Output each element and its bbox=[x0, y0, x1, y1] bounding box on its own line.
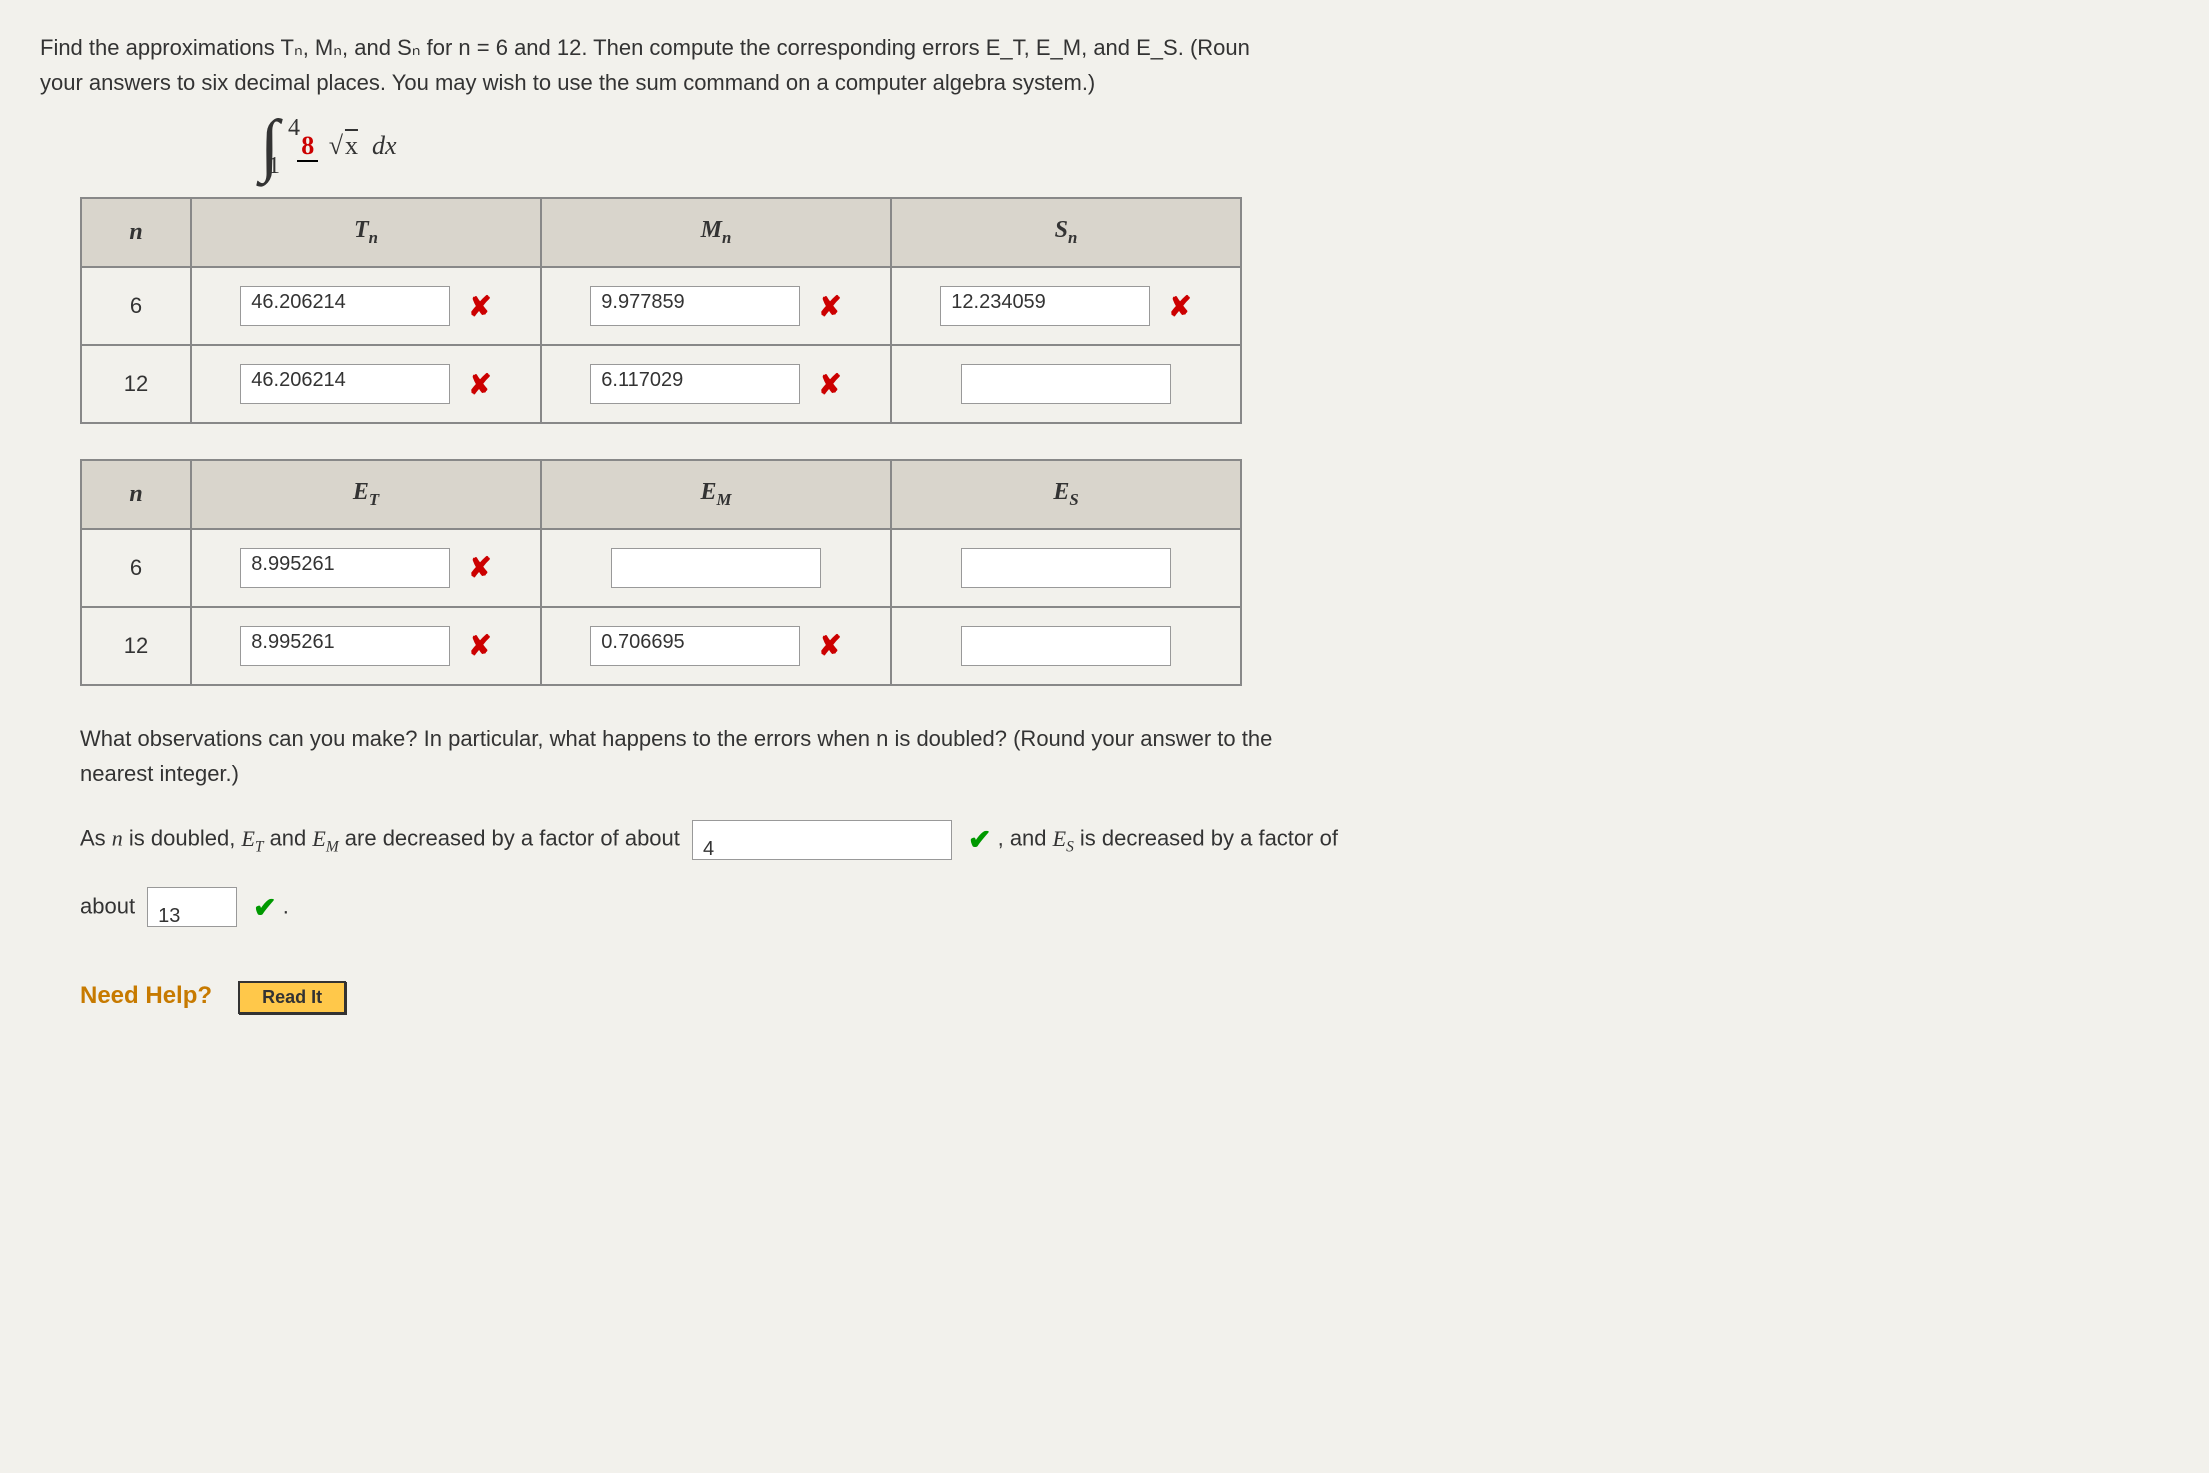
integral-dx: dx bbox=[372, 131, 397, 161]
n-value: 12 bbox=[81, 345, 191, 423]
observation-text: What observations can you make? In parti… bbox=[80, 721, 2169, 791]
factor2-input[interactable]: 13 bbox=[147, 887, 237, 927]
n-value: 6 bbox=[81, 529, 191, 607]
header-es: ES bbox=[891, 460, 1241, 529]
wrong-icon: ✘ bbox=[468, 369, 491, 400]
errors-table: n ET EM ES 6 8.995261 ✘ 12 8.995261 ✘ 0.70… bbox=[80, 459, 1242, 686]
integral-lower: 1 bbox=[268, 159, 280, 173]
integral-expression: ∫41 8 √x dx bbox=[260, 125, 2169, 167]
header-et: ET bbox=[191, 460, 541, 529]
question-line1: Find the approximations Tₙ, Mₙ, and Sₙ f… bbox=[40, 35, 1250, 60]
need-help-section: Need Help? Read It bbox=[80, 981, 2169, 1014]
table-row: 6 46.206214 ✘ 9.977859 ✘ 12.234059 ✘ bbox=[81, 267, 1241, 345]
header-tn: Tn bbox=[191, 198, 541, 267]
wrong-icon: ✘ bbox=[818, 630, 841, 661]
wrong-icon: ✘ bbox=[818, 291, 841, 322]
approximations-table: n Tn Mn Sn 6 46.206214 ✘ 9.977859 ✘ 12.234… bbox=[80, 197, 1242, 424]
integral-radicand: x bbox=[343, 131, 358, 160]
et-input[interactable]: 8.995261 bbox=[240, 548, 450, 588]
need-help-label: Need Help? bbox=[80, 982, 212, 1009]
header-em: EM bbox=[541, 460, 891, 529]
mn-input[interactable]: 9.977859 bbox=[590, 286, 800, 326]
correct-icon: ✔ bbox=[253, 892, 276, 923]
tn-input[interactable]: 46.206214 bbox=[240, 364, 450, 404]
tn-input[interactable]: 46.206214 bbox=[240, 286, 450, 326]
correct-icon: ✔ bbox=[968, 824, 991, 855]
sn-input[interactable]: 12.234059 bbox=[940, 286, 1150, 326]
question-line2: your answers to six decimal places. You … bbox=[40, 70, 1095, 95]
table-row: 12 8.995261 ✘ 0.706695 ✘ bbox=[81, 607, 1241, 685]
es-input[interactable] bbox=[961, 626, 1171, 666]
factor1-input[interactable]: 4 bbox=[692, 820, 952, 860]
wrong-icon: ✘ bbox=[818, 369, 841, 400]
wrong-icon: ✘ bbox=[1168, 291, 1191, 322]
n-value: 6 bbox=[81, 267, 191, 345]
mn-input[interactable]: 6.117029 bbox=[590, 364, 800, 404]
header-sn: Sn bbox=[891, 198, 1241, 267]
wrong-icon: ✘ bbox=[468, 552, 491, 583]
wrong-icon: ✘ bbox=[468, 630, 491, 661]
integral-upper: 4 bbox=[288, 121, 300, 135]
n-value: 12 bbox=[81, 607, 191, 685]
wrong-icon: ✘ bbox=[468, 291, 491, 322]
table-row: 6 8.995261 ✘ bbox=[81, 529, 1241, 607]
fill-in-sentence: As n is doubled, ET and EM are decreased… bbox=[80, 806, 2169, 940]
header-n: n bbox=[81, 198, 191, 267]
table-row: 12 46.206214 ✘ 6.117029 ✘ bbox=[81, 345, 1241, 423]
read-it-button[interactable]: Read It bbox=[238, 981, 346, 1014]
es-input[interactable] bbox=[961, 548, 1171, 588]
integral-numerator: 8 bbox=[297, 131, 318, 162]
header-n: n bbox=[81, 460, 191, 529]
question-text: Find the approximations Tₙ, Mₙ, and Sₙ f… bbox=[40, 30, 2169, 100]
et-input[interactable]: 8.995261 bbox=[240, 626, 450, 666]
em-input[interactable] bbox=[611, 548, 821, 588]
header-mn: Mn bbox=[541, 198, 891, 267]
em-input[interactable]: 0.706695 bbox=[590, 626, 800, 666]
sn-input[interactable] bbox=[961, 364, 1171, 404]
